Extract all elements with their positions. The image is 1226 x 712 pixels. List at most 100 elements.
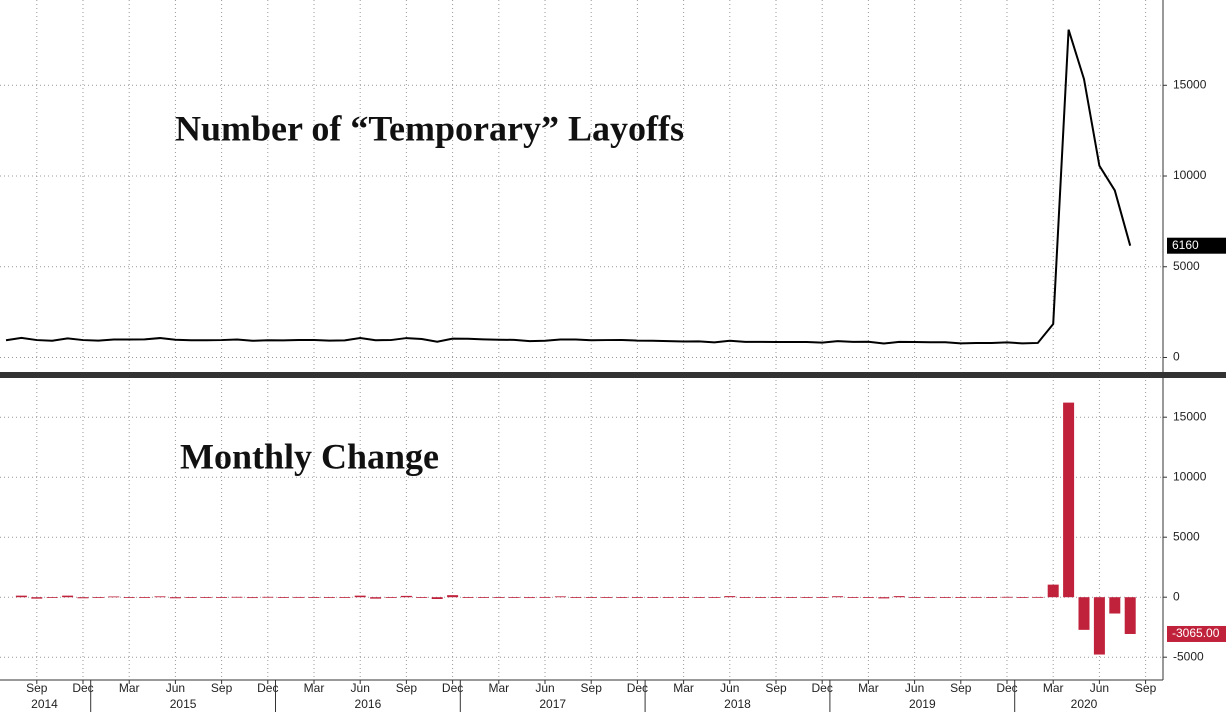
- bar: [616, 597, 628, 598]
- x-tick-label: Dec: [812, 681, 833, 695]
- bar: [308, 597, 320, 598]
- bar: [370, 597, 382, 599]
- bar: [678, 597, 690, 598]
- x-tick-label: Jun: [535, 681, 554, 695]
- x-tick-label: Mar: [304, 681, 325, 695]
- bar: [585, 597, 597, 598]
- bar: [323, 597, 335, 598]
- bar: [970, 596, 982, 598]
- bar: [400, 595, 412, 598]
- year-label: 2019: [909, 697, 936, 711]
- y-tick-label: 0: [1173, 589, 1180, 603]
- bar: [92, 597, 104, 598]
- y-tick-label: 0: [1173, 350, 1180, 364]
- bar: [1078, 597, 1090, 630]
- year-label: 2015: [170, 697, 197, 711]
- bar: [77, 597, 89, 599]
- bar: [431, 597, 443, 599]
- x-tick-label: Sep: [211, 681, 233, 695]
- year-label: 2014: [31, 697, 58, 711]
- bar: [862, 597, 874, 598]
- bar: [447, 595, 459, 598]
- x-tick-label: Mar: [1043, 681, 1064, 695]
- x-tick-label: Sep: [950, 681, 972, 695]
- bar: [1032, 596, 1044, 598]
- bar: [108, 596, 120, 598]
- bar: [216, 597, 228, 598]
- x-tick-label: Mar: [119, 681, 140, 695]
- bar: [631, 597, 643, 598]
- bar: [262, 596, 274, 598]
- bar: [123, 597, 135, 598]
- x-tick-label: Sep: [396, 681, 418, 695]
- bar: [647, 597, 659, 598]
- bar: [46, 597, 58, 598]
- bar: [508, 597, 520, 598]
- x-tick-label: Jun: [1090, 681, 1109, 695]
- chart-title: Number of “Temporary” Layoffs: [175, 108, 684, 148]
- y-tick-label: 15000: [1173, 409, 1207, 423]
- bar: [15, 595, 27, 598]
- bar: [662, 597, 674, 598]
- bar: [986, 597, 998, 598]
- x-tick-label: Mar: [858, 681, 879, 695]
- x-tick-label: Sep: [1135, 681, 1157, 695]
- x-tick-label: Sep: [765, 681, 787, 695]
- chart-title: Monthly Change: [180, 436, 439, 476]
- x-tick-label: Mar: [673, 681, 694, 695]
- x-tick-label: Jun: [351, 681, 370, 695]
- bar: [200, 597, 212, 598]
- bar: [924, 597, 936, 598]
- bar: [493, 597, 505, 598]
- bar: [832, 596, 844, 598]
- bar: [1016, 597, 1028, 598]
- bar: [277, 597, 289, 598]
- bar: [1109, 597, 1121, 614]
- bar: [909, 597, 921, 598]
- x-tick-label: Mar: [488, 681, 509, 695]
- bar: [601, 597, 613, 598]
- x-tick-label: Jun: [905, 681, 924, 695]
- bar: [955, 597, 967, 598]
- last-value-label: 6160: [1172, 238, 1199, 252]
- marks: 0 5000 10000 15000 6160 -5000 0 5000 10000 15000 -…: [5, 29, 1226, 712]
- bar: [231, 596, 243, 598]
- x-tick-label: Sep: [581, 681, 603, 695]
- bar: [462, 597, 474, 598]
- bar: [755, 597, 767, 598]
- bar: [770, 597, 782, 598]
- year-label: 2018: [724, 697, 751, 711]
- bar: [185, 597, 197, 598]
- last-value-label: -3065.00: [1172, 626, 1220, 640]
- bar: [1124, 597, 1136, 634]
- bar: [554, 596, 566, 598]
- x-tick-label: Dec: [627, 681, 648, 695]
- bar: [31, 597, 43, 599]
- bar: [293, 596, 305, 598]
- y-tick-label: 10000: [1173, 168, 1207, 182]
- x-tick-label: Sep: [26, 681, 48, 695]
- bar: [154, 596, 166, 598]
- bar: [878, 597, 890, 599]
- bar: [339, 597, 351, 598]
- bar: [893, 596, 905, 598]
- x-tick-label: Dec: [996, 681, 1017, 695]
- bar: [246, 597, 258, 599]
- bar: [477, 597, 489, 598]
- y-tick-label: 5000: [1173, 259, 1200, 273]
- year-label: 2020: [1071, 697, 1098, 711]
- bar: [524, 597, 536, 599]
- bar: [354, 595, 366, 598]
- y-tick-label: 5000: [1173, 529, 1200, 543]
- x-tick-label: Dec: [257, 681, 278, 695]
- x-tick-label: Jun: [166, 681, 185, 695]
- bar: [62, 595, 74, 598]
- x-tick-label: Dec: [72, 681, 93, 695]
- bar: [693, 597, 705, 598]
- bar: [385, 597, 397, 598]
- bar: [539, 596, 551, 598]
- bar: [416, 597, 428, 598]
- bar: [1063, 402, 1075, 598]
- bar: [739, 597, 751, 598]
